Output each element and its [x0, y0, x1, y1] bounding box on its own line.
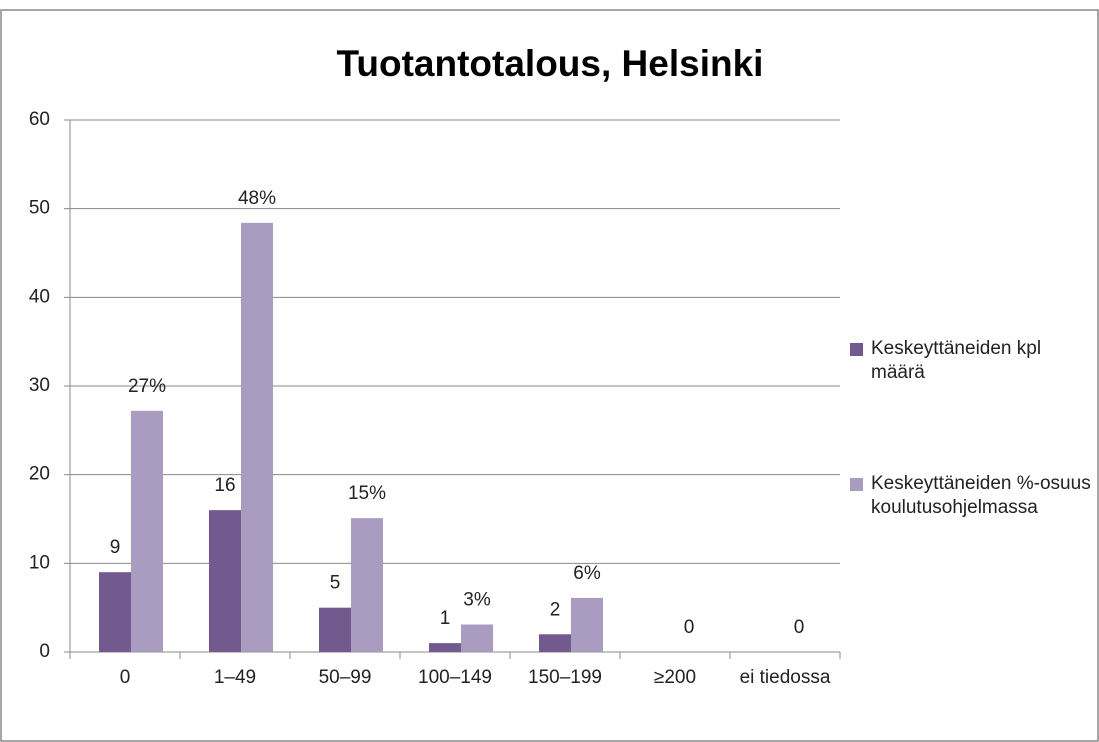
bar: [351, 518, 383, 652]
y-tick-label: 10: [29, 552, 50, 573]
data-label: 2: [550, 599, 561, 620]
data-label: 27%: [128, 376, 166, 397]
x-tick-label: 50–99: [318, 667, 372, 688]
chart-title: Tuotantotalous, Helsinki: [337, 43, 764, 84]
data-label: 15%: [348, 483, 386, 504]
bar: [429, 643, 461, 652]
y-tick-label: 0: [39, 641, 50, 662]
legend-swatch: [850, 478, 863, 491]
x-tick-label: 100–149: [418, 667, 492, 688]
data-label: 0: [684, 617, 695, 638]
x-tick-label: ≥200: [653, 667, 697, 688]
y-tick-label: 50: [29, 198, 50, 219]
bar: [319, 607, 351, 652]
data-label: 16: [214, 475, 235, 496]
data-label: 5: [330, 573, 341, 594]
bar: [571, 597, 603, 652]
bar: [209, 510, 241, 652]
y-tick-label: 60: [29, 109, 50, 130]
y-tick-label: 40: [29, 286, 50, 307]
legend-label: Keskeyttäneiden kpl määrä: [871, 338, 1042, 383]
legend-swatch: [850, 343, 863, 356]
bar: [461, 624, 493, 652]
data-label: 0: [794, 617, 805, 638]
y-tick-label: 30: [29, 375, 50, 396]
data-label: 3%: [463, 590, 491, 611]
x-tick-label: 0: [119, 667, 131, 688]
bar: [241, 222, 273, 652]
data-label: 1: [440, 608, 451, 629]
legend-label: Keskeyttäneiden %-osuus koulutusohjelmas…: [871, 473, 1091, 518]
bar: [131, 410, 163, 652]
chart-border: [0, 9, 1099, 742]
bar: [99, 572, 131, 652]
data-label: 9: [110, 537, 121, 558]
x-tick-label: ei tiedossa: [739, 667, 831, 688]
y-tick-label: 20: [29, 464, 50, 485]
bar: [539, 634, 571, 652]
data-label: 48%: [238, 188, 276, 209]
x-tick-label: 150–199: [528, 667, 602, 688]
data-label: 6%: [573, 563, 601, 584]
x-tick-label: 1–49: [213, 667, 257, 688]
